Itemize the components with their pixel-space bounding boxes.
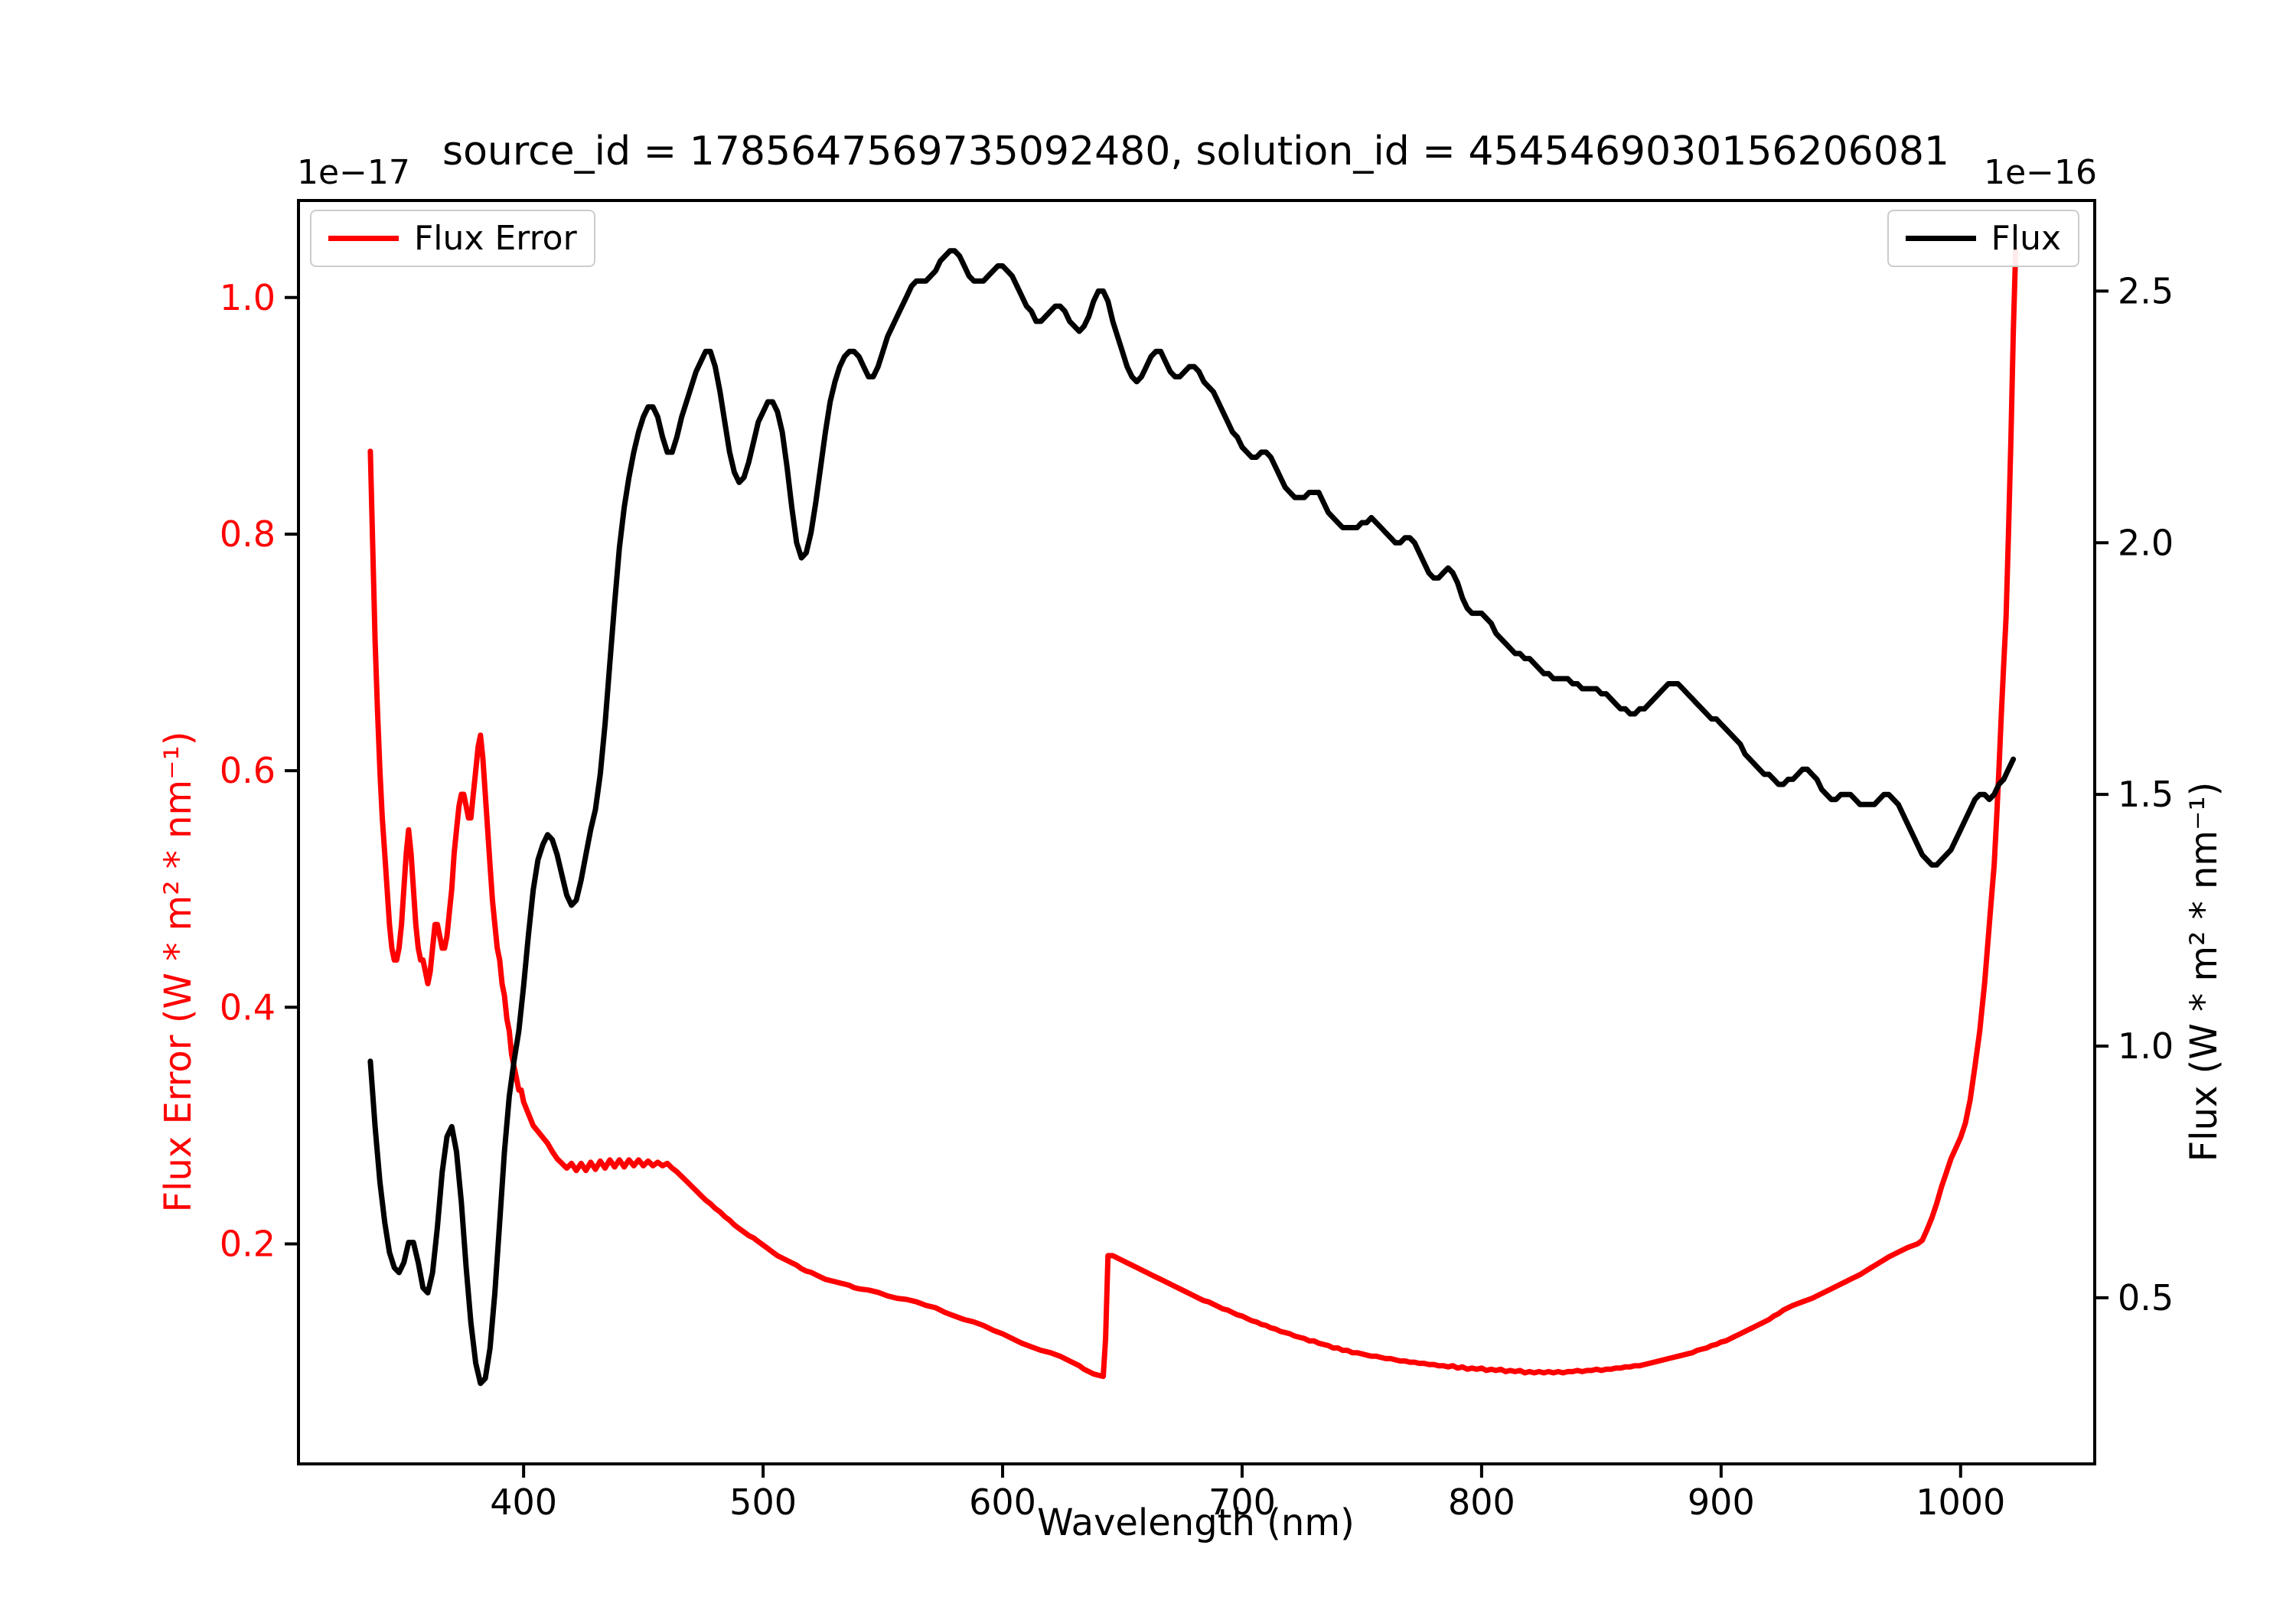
legend-flux-label: Flux	[1991, 219, 2061, 258]
svg-text:2.5: 2.5	[2118, 270, 2174, 311]
svg-text:1000: 1000	[1916, 1482, 2005, 1523]
legend-flux-error: Flux Error	[310, 210, 595, 267]
chart-title: source_id = 1785647569735092480, solutio…	[442, 129, 1950, 174]
svg-text:0.4: 0.4	[220, 986, 276, 1028]
svg-text:700: 700	[1208, 1482, 1276, 1523]
svg-text:0.8: 0.8	[220, 513, 276, 555]
svg-text:1.0: 1.0	[220, 277, 276, 318]
legend-flux: Flux	[1887, 210, 2079, 267]
svg-text:0.5: 0.5	[2118, 1277, 2174, 1319]
right-axis-offset-label: 1e−16	[1984, 153, 2097, 192]
svg-text:600: 600	[969, 1482, 1036, 1523]
svg-text:1.0: 1.0	[2118, 1025, 2174, 1067]
flux-line-swatch	[1905, 236, 1976, 241]
flux-error-line-swatch	[328, 236, 399, 241]
x-axis-label: Wavelength (nm)	[1037, 1501, 1355, 1544]
legend-flux-error-label: Flux Error	[414, 219, 577, 258]
svg-text:2.0: 2.0	[2118, 522, 2174, 563]
svg-text:900: 900	[1688, 1482, 1755, 1523]
svg-text:1.5: 1.5	[2118, 774, 2174, 815]
svg-text:0.2: 0.2	[220, 1223, 276, 1264]
svg-text:400: 400	[490, 1482, 557, 1523]
svg-text:500: 500	[729, 1482, 797, 1523]
svg-text:800: 800	[1448, 1482, 1515, 1523]
left-y-axis-label: Flux Error (W * m² * nm⁻¹)	[157, 731, 200, 1213]
right-y-axis-label: Flux (W * m² * nm⁻¹)	[2183, 781, 2226, 1162]
left-axis-offset-label: 1e−17	[297, 153, 410, 192]
svg-text:0.6: 0.6	[220, 750, 276, 791]
